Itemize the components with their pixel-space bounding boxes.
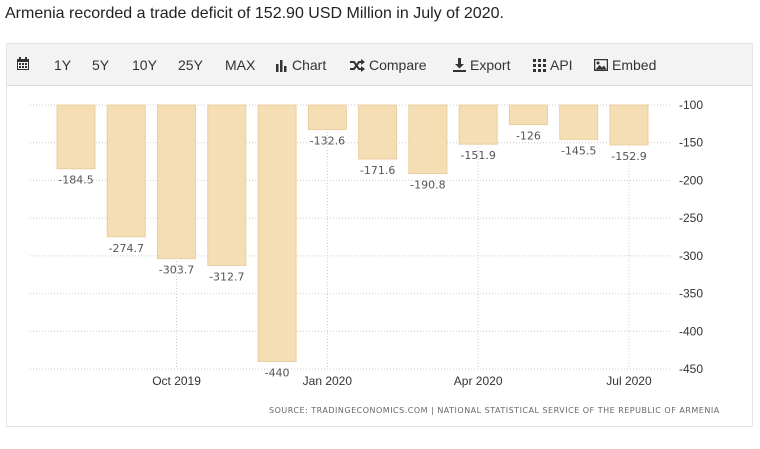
y-tick-label: -150 [679, 136, 703, 150]
y-tick-label: -450 [679, 362, 703, 376]
shuffle-icon [350, 58, 365, 72]
bar [358, 104, 398, 160]
bar-data-label: -145.5 [561, 144, 596, 157]
bar [408, 104, 448, 174]
y-tick-label: -300 [679, 249, 703, 263]
bar-data-label: -132.6 [310, 135, 345, 148]
chart-button-label: Chart [292, 57, 327, 73]
chart-button[interactable]: Chart [275, 57, 326, 73]
y-tick-label: -350 [679, 287, 703, 301]
bar-data-label: -151.9 [460, 149, 495, 162]
y-tick-label: -250 [679, 211, 703, 225]
bar [56, 104, 96, 170]
x-tick-label: Oct 2019 [152, 374, 201, 388]
bar-data-label: -274.7 [109, 242, 144, 255]
bar [257, 104, 297, 362]
bar-chart-icon [276, 59, 287, 72]
x-tick-label: Jan 2020 [303, 374, 353, 388]
api-button[interactable]: API [533, 57, 573, 73]
compare-button-label: Compare [369, 57, 427, 73]
y-tick-label: -400 [679, 324, 703, 338]
bar [458, 104, 498, 145]
toolbar: 1Y 5Y 10Y 25Y MAX Chart Compare Export A… [7, 44, 752, 86]
bar-data-label: -171.6 [360, 164, 395, 177]
grid-icon [533, 58, 546, 72]
bar-data-label: -303.7 [159, 264, 194, 277]
calendar-icon[interactable] [16, 57, 34, 71]
bar [157, 104, 197, 260]
y-tick-label: -200 [679, 173, 703, 187]
bar [508, 104, 548, 126]
bar-data-label: -152.9 [611, 150, 646, 163]
export-button-label: Export [470, 57, 511, 73]
embed-button-label: Embed [612, 57, 657, 73]
x-tick-label: Apr 2020 [454, 374, 503, 388]
bar [307, 104, 347, 131]
bar-data-label: -126 [516, 130, 541, 143]
embed-button[interactable]: Embed [594, 57, 656, 73]
bar-data-label: -184.5 [58, 174, 93, 187]
source-note: SOURCE: TRADINGECONOMICS.COM | NATIONAL … [269, 406, 720, 415]
image-icon [594, 59, 608, 71]
bar-data-label: -312.7 [209, 270, 244, 283]
bar [106, 104, 146, 238]
api-button-label: API [550, 57, 573, 73]
bar [559, 104, 599, 140]
download-icon [453, 58, 466, 72]
x-tick-label: Jul 2020 [606, 374, 652, 388]
export-button[interactable]: Export [453, 57, 510, 73]
range-max-button[interactable]: MAX [225, 57, 256, 73]
range-10y-button[interactable]: 10Y [132, 57, 157, 73]
range-5y-button[interactable]: 5Y [92, 57, 110, 73]
bar [609, 104, 649, 146]
compare-button[interactable]: Compare [349, 57, 427, 73]
bar [207, 104, 247, 266]
y-tick-label: -100 [679, 98, 703, 112]
headline: Armenia recorded a trade deficit of 152.… [5, 5, 504, 22]
bar-data-label: -190.8 [410, 178, 445, 191]
bar-data-label: -440 [265, 366, 290, 379]
range-25y-button[interactable]: 25Y [178, 57, 203, 73]
range-1y-button[interactable]: 1Y [54, 57, 72, 73]
